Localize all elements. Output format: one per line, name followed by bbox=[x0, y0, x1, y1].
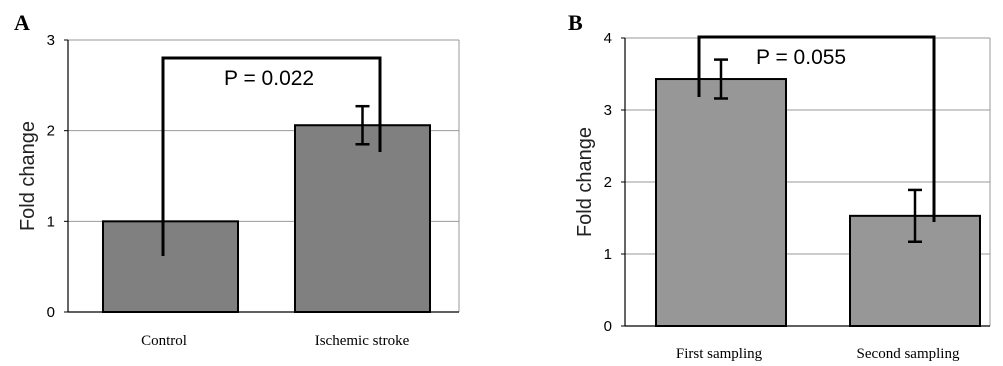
y-tick-label: 0 bbox=[47, 304, 55, 321]
x-tick-label: Control bbox=[141, 333, 187, 349]
y-tick-label: 2 bbox=[47, 123, 55, 140]
significance-bracket bbox=[161, 56, 382, 256]
x-tick-label: Second sampling bbox=[857, 346, 960, 362]
significance-bracket bbox=[697, 35, 936, 222]
x-tick-label: Ischemic stroke bbox=[315, 333, 410, 349]
bar bbox=[102, 220, 239, 313]
y-tick-label: 3 bbox=[604, 102, 612, 119]
y-axis-label: Fold change bbox=[574, 127, 596, 237]
y-tick-label: 0 bbox=[604, 318, 612, 335]
y-tick-label: 4 bbox=[604, 30, 612, 47]
y-axis-label: Fold change bbox=[17, 121, 39, 231]
p-value-label: P = 0.055 bbox=[756, 46, 846, 69]
panel-letter: B bbox=[568, 10, 583, 35]
panel-b: B 0 1 2 3 4 Fold change First sampling Second sa… bbox=[568, 10, 991, 362]
y-tick-label: 3 bbox=[47, 32, 55, 49]
y-tick-label: 1 bbox=[604, 246, 612, 263]
x-tick-label: First sampling bbox=[676, 346, 763, 362]
panel-a: A 0 1 2 3 Fold change Control Ischemic stroke P … bbox=[14, 10, 460, 349]
p-value-label: P = 0.022 bbox=[224, 67, 314, 90]
bar bbox=[655, 78, 787, 328]
panel-letter: A bbox=[14, 10, 30, 35]
y-tick-label: 2 bbox=[604, 174, 612, 191]
y-tick-label: 1 bbox=[47, 213, 55, 230]
bar bbox=[294, 124, 431, 313]
